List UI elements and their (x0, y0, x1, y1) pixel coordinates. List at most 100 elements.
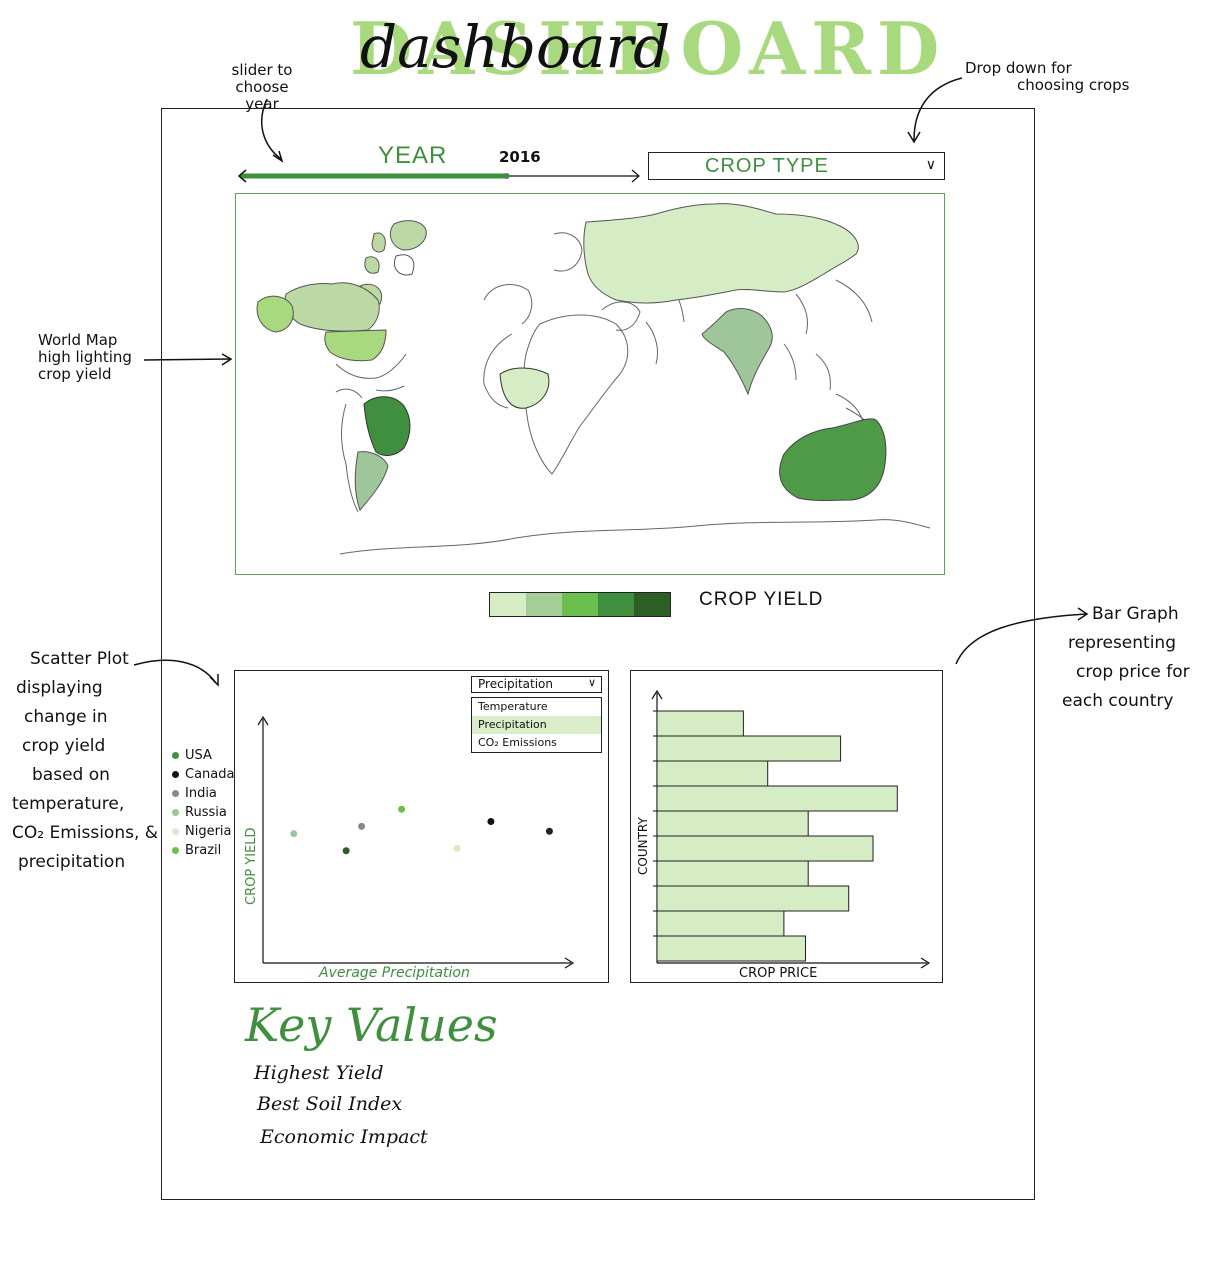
scatter-point[interactable] (398, 805, 406, 813)
slider-left-arrow-icon (237, 169, 247, 183)
annotation-line: crop yield (22, 736, 106, 756)
map-region-brazil[interactable] (363, 396, 411, 456)
scatter-point[interactable] (545, 827, 553, 835)
annotation-line: precipitation (18, 852, 126, 872)
annotation-line: temperature, (12, 794, 125, 814)
scatter-x-label: Average Precipitation (318, 965, 470, 981)
slider-right-arrow-icon (631, 169, 640, 183)
map-region-india[interactable] (701, 308, 773, 396)
x-axis-arrow-icon (920, 957, 931, 969)
scatter-point[interactable] (487, 817, 495, 825)
annotation-line: World Map (38, 331, 118, 349)
bar-graph: CROP PRICE COUNTRY (636, 689, 931, 981)
legend-item: Brazil (172, 841, 234, 860)
scatter-plot-panel: Average Precipitation CROP YIELD (234, 670, 609, 983)
annotation-arrow (955, 607, 1089, 665)
metric-option-precipitation[interactable]: Precipitation (472, 716, 601, 734)
legend-dot (172, 847, 179, 854)
scatter-point[interactable] (342, 847, 350, 855)
world-map-canvas (256, 203, 931, 555)
legend-dot (172, 771, 179, 778)
annotation-line: high lighting (38, 348, 132, 366)
map-region-island[interactable] (364, 256, 380, 274)
bar[interactable] (656, 710, 744, 737)
metric-dropdown[interactable]: Precipitation ∨ (471, 676, 602, 693)
annotation-line: each country (1062, 691, 1174, 711)
annotation-line: crop price for (1076, 662, 1190, 682)
map-region-greenland[interactable] (389, 220, 427, 251)
bar[interactable] (656, 835, 874, 862)
annotation-line: change in (24, 707, 108, 727)
map-region-australia[interactable] (779, 418, 887, 501)
map-region-argentina[interactable] (354, 451, 389, 511)
bar[interactable] (656, 760, 769, 787)
annotation-arrow (260, 98, 284, 163)
map-region-usa[interactable] (324, 329, 387, 362)
legend-item: India (172, 784, 234, 803)
annotation-line: CO₂ Emissions, & (12, 823, 159, 843)
year-slider[interactable] (236, 166, 646, 186)
metric-option-co2[interactable]: CO₂ Emissions (478, 736, 557, 749)
scatter-y-label: CROP YIELD (244, 827, 259, 905)
crop-type-label: CROP TYPE (705, 155, 829, 177)
map-region-island[interactable] (371, 232, 386, 253)
bar-y-label: COUNTRY (636, 817, 650, 875)
annotation-line: slider to choose (231, 61, 293, 96)
legend-label: Russia (185, 805, 227, 820)
legend-label: Brazil (185, 843, 222, 858)
legend-item: Russia (172, 803, 234, 822)
annotation-line: Scatter Plot (30, 649, 129, 669)
scatter-point[interactable] (290, 830, 298, 838)
legend-label: Canada (185, 767, 235, 782)
bar-graph-panel: CROP PRICE COUNTRY (630, 670, 943, 983)
legend-swatch (634, 593, 670, 616)
map-region-canada[interactable] (284, 282, 380, 332)
metric-dropdown-value: Precipitation (478, 677, 554, 691)
chevron-down-icon: ∨ (925, 157, 936, 173)
bar[interactable] (656, 860, 809, 887)
legend-label: Nigeria (185, 824, 232, 839)
map-region-nigeria[interactable] (499, 367, 550, 409)
map-region-russia[interactable] (583, 203, 859, 304)
key-value-economic-impact[interactable]: Economic Impact (260, 1126, 428, 1148)
scatter-point[interactable] (453, 844, 461, 852)
bar[interactable] (656, 935, 806, 962)
scatter-annotation: Scatter Plot displaying change in crop y… (12, 645, 162, 877)
legend-item: Canada (172, 765, 234, 784)
map-annotation: World Map high lighting crop yield (38, 332, 148, 383)
bar[interactable] (656, 735, 842, 762)
metric-option-temperature[interactable]: Temperature (478, 700, 548, 713)
legend-swatch (598, 593, 634, 616)
legend-dot (172, 752, 179, 759)
bar-marks (653, 710, 898, 962)
annotation-line: crop yield (38, 365, 112, 383)
annotation-line: choosing crops (1017, 76, 1130, 94)
annotation-line: representing (1068, 633, 1176, 653)
scatter-point[interactable] (358, 822, 366, 830)
bar[interactable] (656, 910, 785, 937)
crop-yield-legend-scale (489, 592, 671, 617)
legend-label: India (185, 786, 217, 801)
year-slider-label: YEAR (378, 142, 448, 169)
world-map[interactable] (235, 193, 945, 575)
legend-dot (172, 828, 179, 835)
legend-dot (172, 790, 179, 797)
title-block-letters: DASHBOARD (350, 6, 946, 91)
crop-yield-legend-label: CROP YIELD (699, 589, 824, 610)
crop-type-dropdown[interactable]: CROP TYPE ∨ (648, 152, 945, 180)
scatter-legend: USA Canada India Russia Nigeria Brazil (172, 746, 234, 860)
bar-annotation: Bar Graph representing crop price for ea… (1062, 600, 1207, 716)
bar[interactable] (656, 885, 850, 912)
legend-swatch (526, 593, 562, 616)
map-region-island[interactable] (394, 254, 415, 276)
key-value-best-soil-index[interactable]: Best Soil Index (257, 1093, 403, 1115)
bar[interactable] (656, 810, 809, 837)
slider-thumb[interactable] (503, 173, 510, 179)
annotation-line: displaying (16, 678, 103, 698)
map-region-alaska[interactable] (256, 295, 294, 333)
annotation-arrow (143, 353, 233, 366)
annotation-line: Drop down for (965, 59, 1072, 77)
bar[interactable] (656, 785, 898, 812)
page-title: DASHBOARD dashboard (0, 8, 1214, 98)
key-value-highest-yield[interactable]: Highest Yield (254, 1062, 384, 1084)
